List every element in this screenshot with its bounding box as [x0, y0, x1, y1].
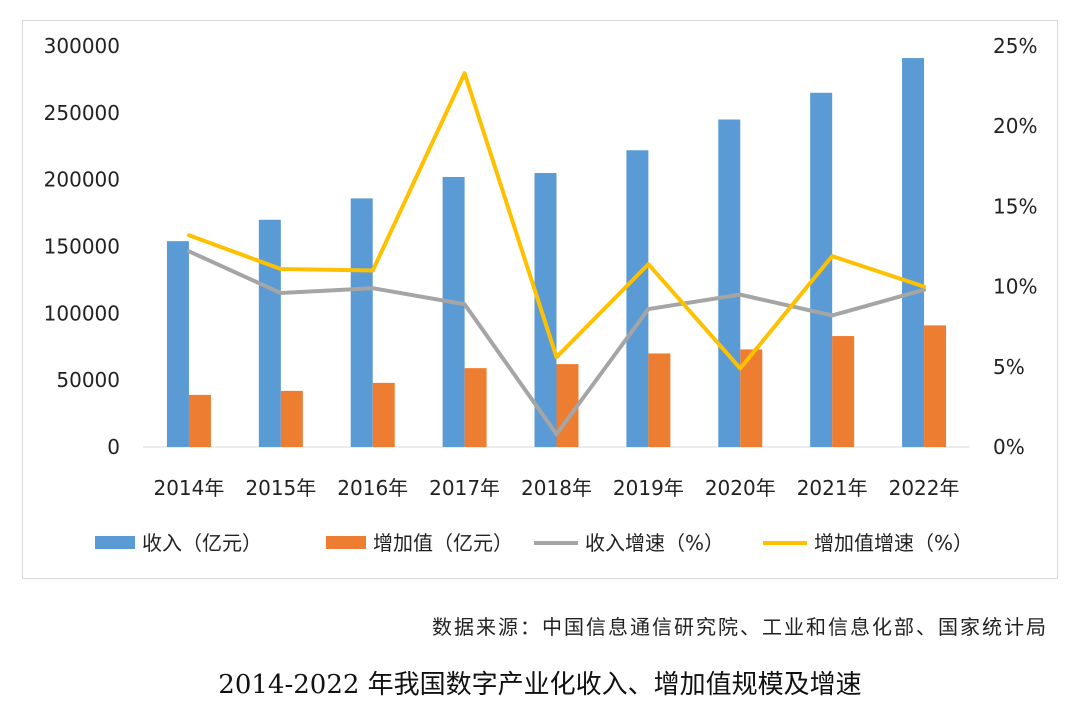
x-tick-label: 2018年: [521, 476, 592, 500]
legend-label: 增加值（亿元）: [373, 531, 513, 555]
legend-label: 增加值增速（%）: [814, 531, 973, 555]
y-right-tick-label: 20%: [993, 114, 1037, 138]
bar-value-added: [372, 382, 395, 447]
combo-chart: 0 50000 100000 150000 200000 250000 300000 0% 5%…: [44, 34, 1038, 555]
y-left-tick-label: 250000: [44, 101, 120, 125]
bar-value-added: [188, 394, 211, 447]
chart-frame: [22, 20, 1058, 579]
x-tick-label: 2020年: [705, 476, 776, 500]
legend-swatch: [326, 536, 366, 549]
x-tick-label: 2016年: [337, 476, 408, 500]
bar-revenue: [166, 241, 189, 447]
line-value-added-growth: [186, 71, 927, 371]
y-right-tick-label: 5%: [993, 355, 1025, 379]
bar-revenue: [350, 198, 373, 447]
bar-value-added: [648, 353, 671, 447]
bar-revenue: [902, 58, 925, 447]
y-right-tick-label: 10%: [993, 275, 1037, 299]
x-tick-label: 2019年: [613, 476, 684, 500]
x-tick-label: 2014年: [153, 476, 224, 500]
bar-revenue: [258, 219, 281, 447]
x-tick-label: 2015年: [245, 476, 316, 500]
bar-value-added: [464, 368, 487, 447]
y-left-tick-label: 200000: [44, 168, 120, 192]
y-left-tick-label: 100000: [44, 301, 120, 325]
y-right-tick-label: 15%: [993, 194, 1037, 218]
x-tick-label: 2021年: [797, 476, 868, 500]
legend-label: 收入（亿元）: [142, 531, 262, 555]
bar-value-added: [280, 390, 303, 447]
y-right-tick-label: 25%: [993, 34, 1037, 58]
bar-revenue: [534, 172, 557, 447]
line-revenue-growth: [186, 249, 927, 437]
bar-value-added: [924, 325, 947, 447]
y-left-tick-label: 50000: [56, 368, 120, 392]
y-left-tick-label: 0: [107, 435, 120, 459]
bar-revenue: [442, 176, 465, 447]
y-left-tick-label: 300000: [44, 34, 120, 58]
data-source-note: 数据来源：中国信息通信研究院、工业和信息化部、国家统计局: [432, 615, 1048, 639]
bar-value-added: [832, 336, 855, 447]
y-left-tick-label: 150000: [44, 235, 120, 259]
x-tick-label: 2022年: [889, 476, 960, 500]
legend-swatch: [95, 536, 135, 549]
bar-revenue: [718, 119, 741, 448]
legend-label: 收入增速（%）: [585, 531, 724, 555]
figure-caption: 2014-2022 年我国数字产业化收入、增加值规模及增速: [218, 670, 862, 700]
y-right-tick-label: 0%: [993, 435, 1025, 459]
x-tick-label: 2017年: [429, 476, 500, 500]
bar-value-added: [740, 349, 763, 447]
bar-revenue: [626, 150, 649, 447]
